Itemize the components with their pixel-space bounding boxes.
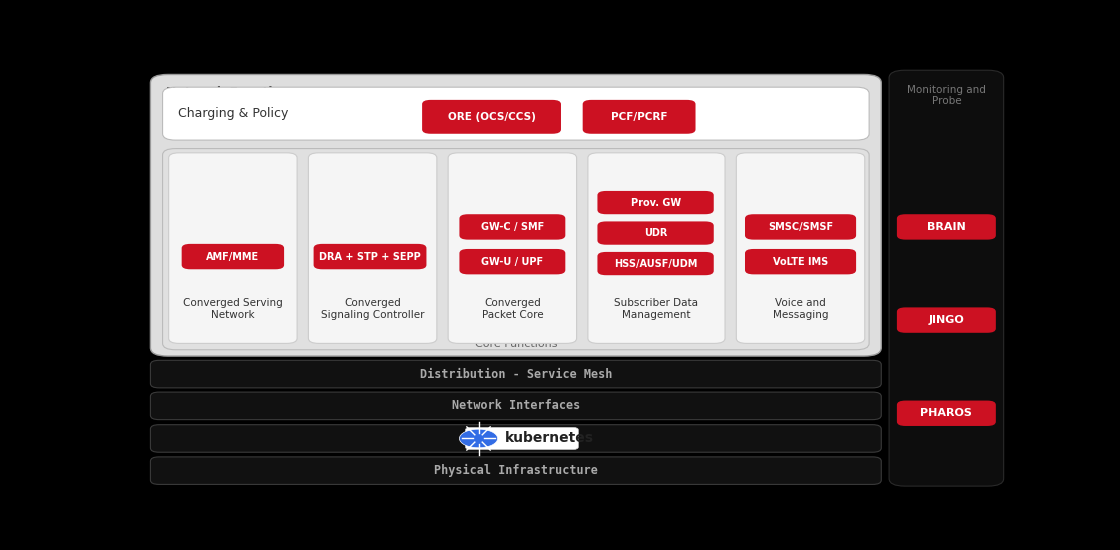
- Text: AMF/MME: AMF/MME: [206, 251, 260, 262]
- FancyBboxPatch shape: [150, 360, 881, 388]
- Text: Network Interfaces: Network Interfaces: [451, 399, 580, 412]
- Text: SMSC/SMSF: SMSC/SMSF: [768, 222, 833, 232]
- FancyBboxPatch shape: [597, 191, 713, 214]
- Text: VoLTE IMS: VoLTE IMS: [773, 257, 828, 267]
- Text: Network Functions: Network Functions: [166, 86, 297, 100]
- FancyBboxPatch shape: [422, 100, 561, 134]
- FancyBboxPatch shape: [889, 70, 1004, 486]
- FancyBboxPatch shape: [308, 153, 437, 343]
- FancyBboxPatch shape: [745, 214, 856, 240]
- FancyBboxPatch shape: [897, 307, 996, 333]
- FancyBboxPatch shape: [582, 100, 696, 134]
- Circle shape: [459, 429, 497, 448]
- FancyBboxPatch shape: [314, 244, 427, 270]
- FancyBboxPatch shape: [588, 153, 725, 343]
- FancyBboxPatch shape: [162, 87, 869, 140]
- Text: Voice and
Messaging: Voice and Messaging: [773, 299, 829, 320]
- Text: JINGO: JINGO: [928, 315, 964, 325]
- Text: ORE (OCS/CCS): ORE (OCS/CCS): [448, 112, 535, 122]
- FancyBboxPatch shape: [597, 252, 713, 275]
- Text: BRAIN: BRAIN: [927, 222, 965, 232]
- Text: Prov. GW: Prov. GW: [631, 197, 681, 207]
- Text: GW-C / SMF: GW-C / SMF: [480, 222, 544, 232]
- FancyBboxPatch shape: [448, 153, 577, 343]
- Text: DRA + STP + SEPP: DRA + STP + SEPP: [319, 251, 421, 262]
- FancyBboxPatch shape: [181, 244, 284, 270]
- Text: HSS/AUSF/UDM: HSS/AUSF/UDM: [614, 258, 698, 268]
- Text: PHAROS: PHAROS: [921, 408, 972, 418]
- Text: PCF/PCRF: PCF/PCRF: [610, 112, 668, 122]
- Text: Charging & Policy: Charging & Policy: [178, 107, 289, 120]
- FancyBboxPatch shape: [897, 214, 996, 240]
- FancyBboxPatch shape: [150, 425, 881, 452]
- Text: Converged Serving
Network: Converged Serving Network: [183, 299, 282, 320]
- FancyBboxPatch shape: [150, 74, 881, 356]
- Text: Distribution - Service Mesh: Distribution - Service Mesh: [420, 367, 612, 381]
- FancyBboxPatch shape: [897, 400, 996, 426]
- Text: GW-U / UPF: GW-U / UPF: [482, 257, 543, 267]
- Text: kubernetes: kubernetes: [504, 431, 594, 446]
- FancyBboxPatch shape: [459, 249, 566, 274]
- FancyBboxPatch shape: [597, 222, 713, 245]
- Text: Physical Infrastructure: Physical Infrastructure: [433, 464, 598, 477]
- Text: Monitoring and
Probe: Monitoring and Probe: [907, 85, 986, 107]
- FancyBboxPatch shape: [745, 249, 856, 274]
- FancyBboxPatch shape: [736, 153, 865, 343]
- FancyBboxPatch shape: [162, 148, 869, 350]
- Text: Subscriber Data
Management: Subscriber Data Management: [615, 299, 699, 320]
- Text: UDR: UDR: [644, 228, 668, 238]
- Text: Core Functions: Core Functions: [475, 339, 557, 349]
- Text: Converged
Signaling Controller: Converged Signaling Controller: [320, 299, 424, 320]
- FancyBboxPatch shape: [150, 392, 881, 420]
- Text: Converged
Packet Core: Converged Packet Core: [482, 299, 543, 320]
- FancyBboxPatch shape: [459, 214, 566, 240]
- FancyBboxPatch shape: [150, 457, 881, 485]
- FancyBboxPatch shape: [169, 153, 297, 343]
- FancyBboxPatch shape: [466, 427, 578, 449]
